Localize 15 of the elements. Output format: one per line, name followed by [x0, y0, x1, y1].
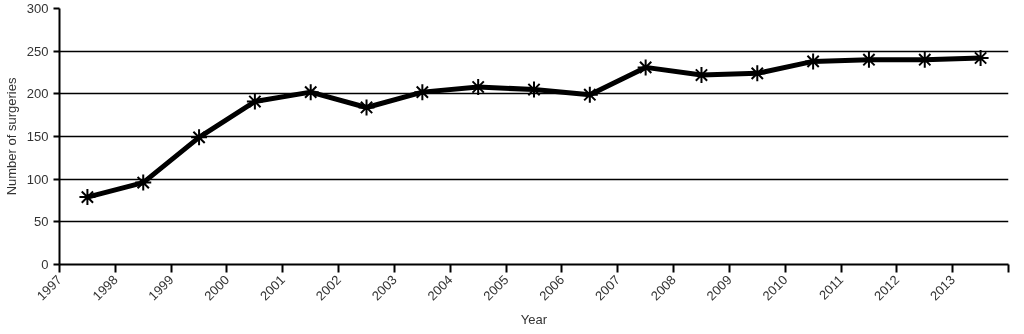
- point: [525, 80, 543, 99]
- y-tick-label: 300: [26, 1, 49, 16]
- point: [78, 188, 97, 207]
- y-tick-label: 200: [26, 86, 49, 102]
- y-axis-title: Number of surgeries: [3, 77, 19, 196]
- y-tick-label: 150: [26, 129, 49, 144]
- y-tick-label: 0: [41, 257, 49, 272]
- x-axis-title: Year: [520, 312, 548, 328]
- point: [245, 92, 264, 111]
- point: [357, 98, 376, 117]
- y-tick-label: 250: [26, 43, 49, 59]
- point: [190, 128, 209, 147]
- y-tick-label: 100: [26, 171, 49, 187]
- point: [134, 173, 153, 192]
- y-tick-label: 50: [34, 214, 49, 230]
